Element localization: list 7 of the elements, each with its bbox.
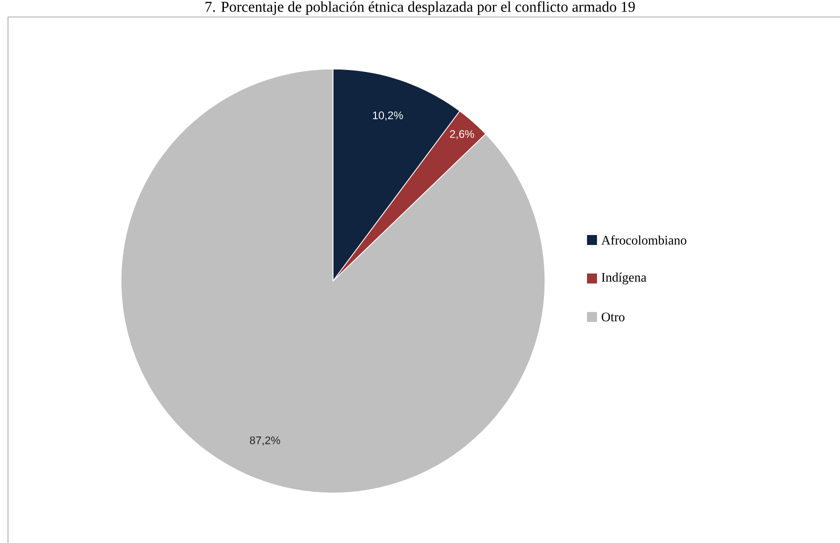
legend-label: Afrocolombiano [601,235,686,245]
legend-label: Otro [602,312,624,322]
data-label: 87,2% [250,436,280,446]
legend-label: Indígena [602,272,646,284]
data-label: 10,2% [373,111,403,121]
data-label: 2,6% [450,130,474,140]
chart-title: 7. Porcentaje de población étnica desplazada por el conflicto armado 19 [206,1,635,15]
